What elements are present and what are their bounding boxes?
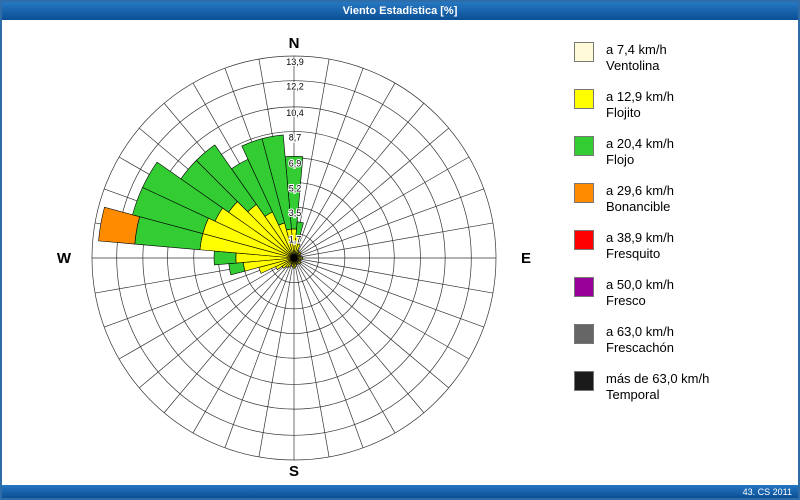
legend-label: más de 63,0 km/h Temporal: [606, 371, 710, 402]
grid-spoke: [293, 257, 364, 448]
footer-text: 43. CS 2011: [742, 486, 792, 497]
legend-label: a 12,9 km/h Flojito: [606, 89, 674, 120]
grid-spoke: [293, 257, 425, 413]
wind-petal: [195, 144, 257, 213]
legend-label: a 63,0 km/h Frescachón: [606, 324, 674, 355]
compass-label: E: [521, 250, 531, 267]
legend-item: a 29,6 km/h Bonancible: [574, 183, 789, 215]
legend-swatch: [574, 42, 594, 62]
legend-item: a 7,4 km/h Ventolina: [574, 42, 789, 74]
wind-petal: [294, 249, 300, 257]
wind-petal: [98, 206, 140, 245]
ring-label: 5,2: [289, 183, 302, 193]
grid-spoke: [293, 257, 449, 389]
wind-petal: [296, 254, 302, 258]
legend-swatch: [574, 89, 594, 109]
wind-petal: [295, 251, 302, 257]
grid-spoke: [293, 82, 396, 259]
wind-petal: [142, 161, 223, 222]
wind-petal: [296, 258, 302, 262]
status-bar: 43. CS 2011: [2, 485, 798, 498]
windrose-chart: 1,7 3,5 5,2 6,9 8,7 10,4 12,2 13,9 N S W E: [57, 35, 531, 480]
legend-item: a 63,0 km/h Frescachón: [574, 324, 789, 356]
grid-spoke: [293, 257, 396, 434]
compass-label: W: [57, 250, 72, 267]
legend-swatch: [574, 230, 594, 250]
compass-label: S: [289, 463, 299, 480]
ring-label: 3,5: [289, 208, 302, 218]
legend-item: a 50,0 km/h Fresco: [574, 277, 789, 309]
wind-petal: [228, 262, 246, 276]
legend-label: a 7,4 km/h Ventolina: [606, 42, 667, 73]
legend-swatch: [574, 371, 594, 391]
grid-spoke: [293, 68, 364, 259]
legend-label: a 38,9 km/h Fresquito: [606, 230, 674, 261]
legend-label: a 50,0 km/h Fresco: [606, 277, 674, 308]
grid-spoke: [293, 222, 493, 259]
grid-spoke: [139, 257, 295, 389]
grid-spoke: [293, 188, 484, 259]
wind-petal: [295, 259, 302, 265]
legend-swatch: [574, 324, 594, 344]
legend-item: a 12,9 km/h Flojito: [574, 89, 789, 121]
wind-petal: [294, 259, 299, 265]
ring-label: 10,4: [286, 108, 304, 118]
compass-label: N: [289, 35, 300, 52]
legend-swatch: [574, 136, 594, 156]
grid-spoke: [293, 257, 470, 360]
grid-spoke: [293, 257, 484, 328]
ring-label: 8,7: [289, 133, 302, 143]
grid-spoke: [258, 257, 295, 457]
grid-spoke: [293, 156, 470, 259]
legend-label: a 29,6 km/h Bonancible: [606, 183, 674, 214]
grid-spoke: [192, 257, 295, 434]
legend-item: a 38,9 km/h Fresquito: [574, 230, 789, 262]
ring-label: 13,9: [286, 57, 304, 67]
grid-spoke: [163, 257, 295, 413]
legend-item: a 20,4 km/h Flojo: [574, 136, 789, 168]
title-bar: Viento Estadística [%]: [2, 2, 798, 20]
wind-petal: [295, 221, 304, 238]
ring-label: 1,7: [289, 234, 302, 244]
legend: a 7,4 km/h Ventolina a 12,9 km/h Flojito a 2…: [574, 42, 789, 418]
grid-spoke: [293, 127, 449, 259]
legend-swatch: [574, 183, 594, 203]
legend-label: a 20,4 km/h Flojo: [606, 136, 674, 167]
legend-swatch: [574, 277, 594, 297]
grid-spoke: [293, 103, 425, 259]
grid-spoke: [118, 257, 295, 360]
ring-label: 6,9: [289, 159, 302, 169]
wind-petal: [294, 243, 301, 256]
wind-petal: [213, 250, 237, 266]
wind-petal: [261, 134, 292, 231]
legend-item: más de 63,0 km/h Temporal: [574, 371, 789, 403]
grid-spoke: [293, 257, 493, 294]
grid-spoke: [224, 257, 295, 448]
chart-area: 1,7 3,5 5,2 6,9 8,7 10,4 12,2 13,9 N S W E a 7,4 km…: [2, 20, 798, 485]
wind-petal: [284, 155, 304, 230]
window-title: Viento Estadística [%]: [342, 5, 458, 17]
grid-spoke: [293, 257, 330, 457]
ring-label: 12,2: [286, 82, 304, 92]
